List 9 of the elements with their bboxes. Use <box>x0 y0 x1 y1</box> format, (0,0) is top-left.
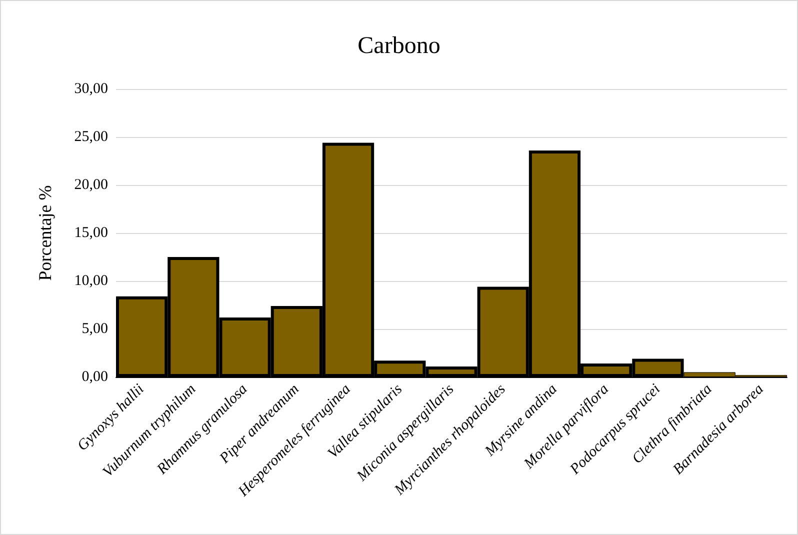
y-tick-label: 30,00 <box>74 81 108 97</box>
y-tick-label: 25,00 <box>74 129 108 145</box>
y-tick-label: 10,00 <box>74 273 108 289</box>
y-tick-label: 15,00 <box>74 225 108 241</box>
chart-title: Carbono <box>358 33 440 59</box>
y-tick-label: 20,00 <box>74 177 108 193</box>
y-tick-label: 5,00 <box>82 321 108 337</box>
y-tick-label: 0,00 <box>82 369 108 385</box>
y-axis-title: Porcentaje % <box>35 185 55 281</box>
